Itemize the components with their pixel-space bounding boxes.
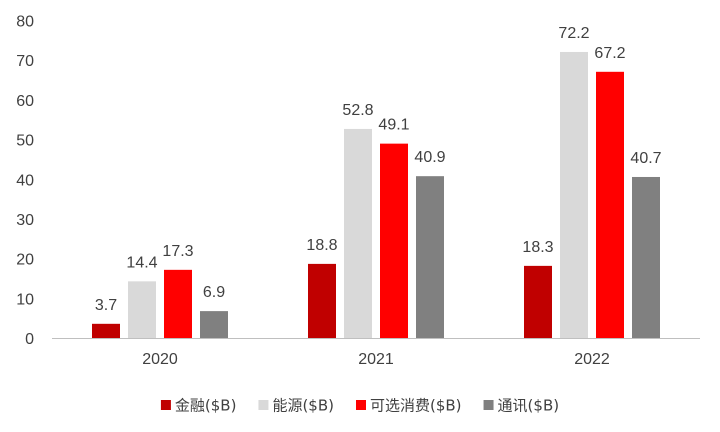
data-label: 67.2 bbox=[594, 45, 625, 62]
legend: 金融($B) 能源($B) 可选消费($B) 通讯($B) bbox=[160, 397, 560, 415]
legend-label: 通讯($B) bbox=[498, 397, 560, 415]
bar bbox=[560, 51, 588, 339]
bar bbox=[128, 281, 156, 339]
bar bbox=[308, 263, 336, 339]
y-tick-label: 30 bbox=[16, 212, 34, 229]
y-tick-label: 10 bbox=[16, 291, 34, 308]
y-tick-label: 0 bbox=[25, 331, 34, 348]
legend-item: 可选消费($B) bbox=[356, 397, 462, 415]
bar bbox=[416, 176, 444, 339]
bar bbox=[632, 176, 660, 339]
legend-label: 金融($B) bbox=[175, 397, 237, 415]
legend-item: 通讯($B) bbox=[483, 397, 560, 415]
legend-swatch bbox=[258, 400, 269, 410]
data-label: 18.8 bbox=[306, 237, 337, 254]
x-tick-label: 2020 bbox=[142, 351, 178, 368]
bar bbox=[524, 265, 552, 339]
data-label: 52.8 bbox=[342, 102, 373, 119]
x-tick-label: 2022 bbox=[574, 351, 610, 368]
bars bbox=[92, 51, 660, 339]
data-label: 40.7 bbox=[630, 150, 661, 167]
data-label: 72.2 bbox=[558, 25, 589, 42]
data-label: 49.1 bbox=[378, 117, 409, 134]
y-tick-label: 20 bbox=[16, 252, 34, 269]
bar bbox=[200, 311, 228, 339]
y-tick-label: 50 bbox=[16, 133, 34, 150]
legend-item: 能源($B) bbox=[258, 397, 334, 415]
legend-item: 金融($B) bbox=[160, 397, 237, 415]
data-label: 18.3 bbox=[522, 239, 553, 256]
y-tick-label: 40 bbox=[16, 172, 34, 189]
legend-swatch bbox=[483, 400, 494, 410]
legend-swatch bbox=[356, 400, 366, 410]
legend-label: 可选消费($B) bbox=[370, 397, 462, 415]
data-label: 14.4 bbox=[126, 254, 157, 271]
bar bbox=[380, 143, 408, 339]
legend-swatch bbox=[160, 400, 171, 410]
bar bbox=[92, 323, 120, 339]
x-tick-label: 2021 bbox=[358, 351, 394, 368]
data-label: 17.3 bbox=[162, 243, 193, 260]
x-axis-ticks: 2020 2021 2022 bbox=[142, 351, 610, 368]
data-label: 3.7 bbox=[95, 297, 117, 314]
data-label: 40.9 bbox=[414, 149, 445, 166]
y-tick-label: 60 bbox=[16, 93, 34, 110]
bar bbox=[164, 269, 192, 339]
data-label: 6.9 bbox=[203, 284, 225, 301]
bar bbox=[344, 128, 372, 339]
y-axis-ticks: 0 10 20 30 40 50 60 70 80 bbox=[16, 14, 34, 349]
legend-label: 能源($B) bbox=[272, 397, 334, 415]
y-tick-label: 70 bbox=[16, 53, 34, 70]
data-labels: 3.7 14.4 17.3 6.9 18.8 52.8 49.1 40.9 18.3 72.2 67… bbox=[95, 25, 662, 314]
bar bbox=[596, 71, 624, 339]
y-tick-label: 80 bbox=[16, 14, 34, 31]
